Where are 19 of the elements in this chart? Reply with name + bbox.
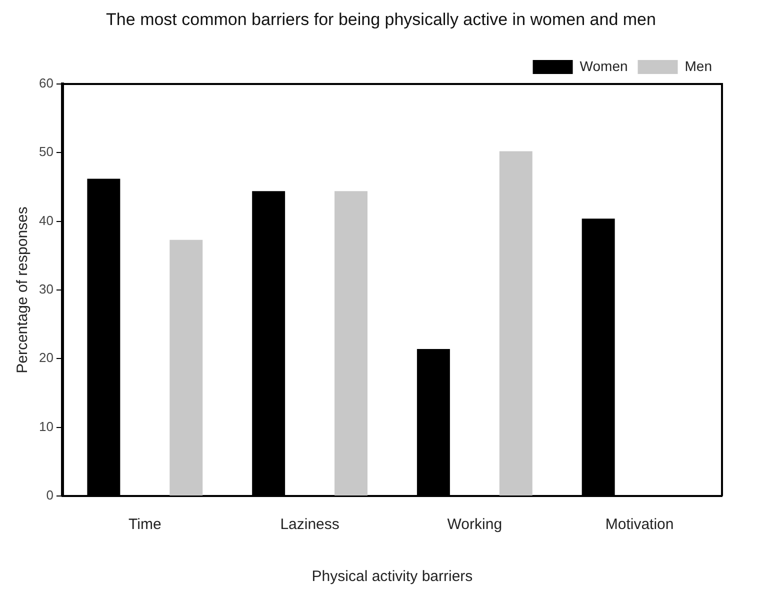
legend-label: Women [580, 58, 628, 74]
x-axis-title: Physical activity barriers [312, 568, 473, 586]
x-tick-label: Time [128, 516, 162, 534]
y-tick-label: 30 [38, 282, 54, 297]
y-axis-title: Percentage of responses [14, 206, 32, 374]
bar [334, 191, 368, 496]
x-tick-label: Working [447, 516, 502, 534]
y-tick-label: 0 [46, 488, 54, 503]
y-tick-label: 10 [38, 418, 54, 434]
legend-label: Men [684, 58, 712, 74]
bar [170, 240, 203, 496]
bar [499, 151, 532, 496]
x-tick-label: Laziness [280, 516, 340, 534]
x-tick-label: Motivation [605, 516, 674, 534]
y-tick-label: 60 [38, 76, 54, 91]
chart-title: The most common barriers for being physically active in women and men [105, 10, 657, 30]
y-tick-label: 40 [38, 212, 54, 228]
y-tick-label: 50 [38, 144, 54, 160]
y-tick-label: 20 [38, 350, 54, 366]
